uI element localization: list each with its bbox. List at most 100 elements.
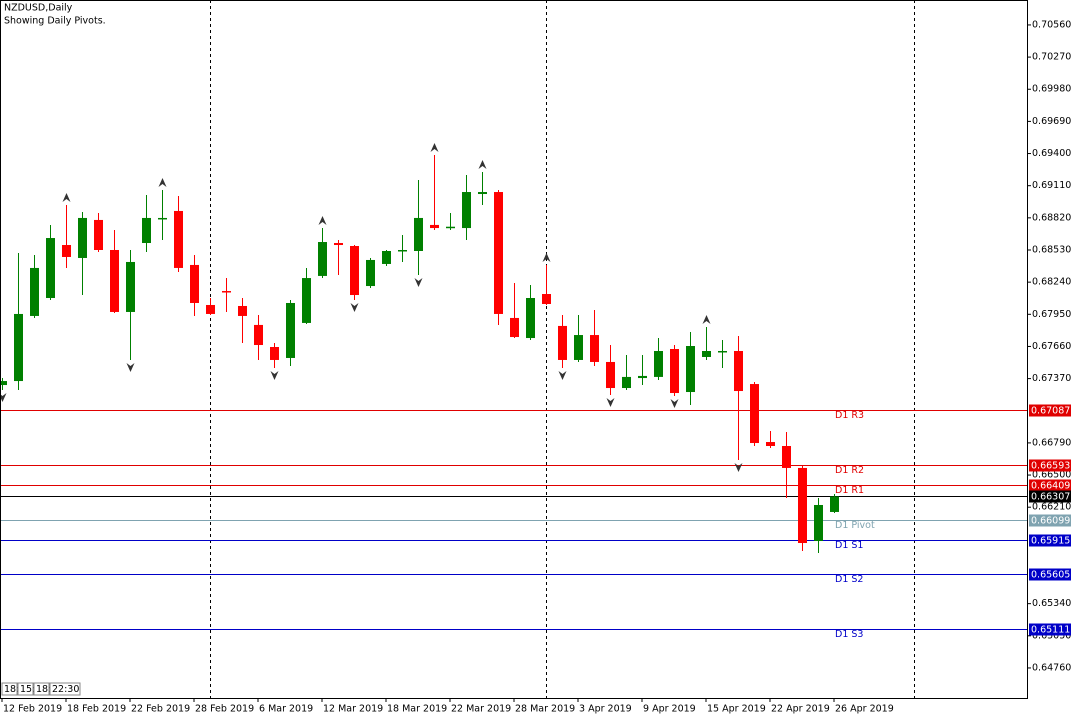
pivot-line-label: D1 R1 bbox=[835, 485, 864, 496]
candle-body bbox=[718, 350, 727, 353]
y-tick-label: 0.68530 bbox=[1032, 244, 1071, 255]
candle-body bbox=[734, 350, 743, 392]
pivot-line-price-box bbox=[1029, 623, 1071, 636]
y-tick-label: 0.66210 bbox=[1032, 502, 1071, 513]
x-tick-label: 3 Apr 2019 bbox=[579, 704, 632, 715]
candle-body bbox=[750, 384, 759, 444]
candle-body bbox=[446, 226, 455, 229]
x-tick-label: 12 Feb 2019 bbox=[3, 704, 62, 715]
candle-body bbox=[78, 217, 87, 258]
clock-label: 22:30 bbox=[52, 684, 79, 695]
y-tick-label: 0.68820 bbox=[1032, 212, 1071, 223]
x-tick-label: 9 Apr 2019 bbox=[643, 704, 696, 715]
candle-body bbox=[94, 219, 103, 250]
candle-body bbox=[0, 381, 7, 386]
candle-body bbox=[46, 238, 55, 299]
candle-body bbox=[334, 243, 343, 246]
candle-body bbox=[382, 250, 391, 264]
candle-body bbox=[366, 259, 375, 287]
candle-body bbox=[350, 246, 359, 296]
x-tick-label: 28 Mar 2019 bbox=[515, 704, 575, 715]
fractal-up bbox=[702, 315, 711, 325]
candle-body bbox=[798, 467, 807, 544]
x-tick-label: 28 Feb 2019 bbox=[195, 704, 254, 715]
candle-body bbox=[590, 335, 599, 362]
y-tick-label: 0.65340 bbox=[1032, 598, 1071, 609]
candle-body bbox=[766, 442, 775, 447]
fractal-down bbox=[0, 393, 7, 403]
candle-body bbox=[686, 346, 695, 393]
candle-body bbox=[782, 446, 791, 468]
candle-body bbox=[702, 350, 711, 357]
pivot-line-price-box bbox=[1029, 514, 1071, 527]
fractal-down bbox=[270, 370, 279, 380]
pivot-line-price-label: 0.66409 bbox=[1031, 481, 1070, 492]
candle-body bbox=[542, 294, 551, 304]
candle-body bbox=[654, 350, 663, 377]
pivot-line-price-box bbox=[1029, 534, 1071, 547]
pivot-line-price-box bbox=[1029, 404, 1071, 417]
y-tick-label: 0.69110 bbox=[1032, 180, 1071, 191]
pivot-line-price-label: 0.65111 bbox=[1031, 625, 1070, 636]
x-tick-label: 22 Feb 2019 bbox=[131, 704, 190, 715]
candle-body bbox=[414, 217, 423, 251]
fractal-down bbox=[414, 277, 423, 287]
candle-body bbox=[526, 298, 535, 339]
fractal-down bbox=[670, 399, 679, 409]
x-tick-label: 26 Apr 2019 bbox=[835, 704, 894, 715]
pivot-line-price-label: 0.66099 bbox=[1031, 516, 1070, 527]
pivot-line-label: D1 S3 bbox=[835, 629, 863, 640]
candle-body bbox=[622, 376, 631, 389]
pivot-line-price-label: 0.67087 bbox=[1031, 406, 1070, 417]
chart-title: NZDUSD,Daily bbox=[4, 3, 73, 14]
pivot-line-label: D1 S2 bbox=[835, 574, 863, 585]
fractal-up bbox=[430, 142, 439, 152]
pivot-line-label: D1 R2 bbox=[835, 465, 864, 476]
y-tick-label: 0.68240 bbox=[1032, 277, 1071, 288]
fractal-down bbox=[350, 302, 359, 312]
x-tick-label: 18 Mar 2019 bbox=[387, 704, 447, 715]
fractal-down bbox=[558, 370, 567, 380]
candle-body bbox=[510, 317, 519, 338]
candle-body bbox=[430, 224, 439, 229]
clock-label: 15: bbox=[20, 684, 35, 695]
candle-body bbox=[222, 291, 231, 293]
fractal-up bbox=[542, 252, 551, 262]
candle-body bbox=[142, 217, 151, 244]
candle-body bbox=[462, 192, 471, 229]
fractal-up bbox=[478, 159, 487, 169]
x-tick-label: 6 Mar 2019 bbox=[259, 704, 313, 715]
clock-label: 18: bbox=[36, 684, 51, 695]
candle-body bbox=[830, 496, 839, 512]
last-price-line-price-box bbox=[1029, 490, 1071, 503]
candle-body bbox=[126, 261, 135, 312]
plot-area: D1 R3 D1 R2 D1 R1 D1 Pivot D1 S1 D1 S2 D1 S3 bbox=[0, 142, 1027, 640]
y-tick-label: 0.64760 bbox=[1032, 662, 1071, 673]
candle-body bbox=[638, 375, 647, 379]
y-tick-label: 0.70270 bbox=[1032, 52, 1071, 63]
pivot-line-price-label: 0.65605 bbox=[1031, 570, 1070, 581]
candle-body bbox=[398, 249, 407, 252]
x-tick-label: 22 Mar 2019 bbox=[451, 704, 511, 715]
candle-body bbox=[254, 324, 263, 346]
x-tick-label: 22 Apr 2019 bbox=[771, 704, 830, 715]
clock-label: 18: bbox=[4, 684, 19, 695]
clock-box bbox=[1, 682, 18, 696]
pivot-line-price-box bbox=[1029, 479, 1071, 492]
candle-body bbox=[494, 192, 503, 314]
y-tick-label: 0.66790 bbox=[1032, 437, 1071, 448]
y-tick-label: 0.66500 bbox=[1032, 470, 1071, 481]
candle-body bbox=[174, 210, 183, 268]
candle-body bbox=[158, 217, 167, 220]
y-tick-label: 0.67660 bbox=[1032, 341, 1071, 352]
pivot-line-price-box bbox=[1029, 459, 1071, 472]
clock-box bbox=[17, 682, 34, 696]
clock-box bbox=[33, 682, 50, 696]
candle-body bbox=[558, 325, 567, 360]
candle-body bbox=[206, 304, 215, 314]
pivot-line-label: D1 S1 bbox=[835, 540, 863, 551]
fractal-up bbox=[62, 192, 71, 202]
y-tick-label: 0.67370 bbox=[1032, 373, 1071, 384]
